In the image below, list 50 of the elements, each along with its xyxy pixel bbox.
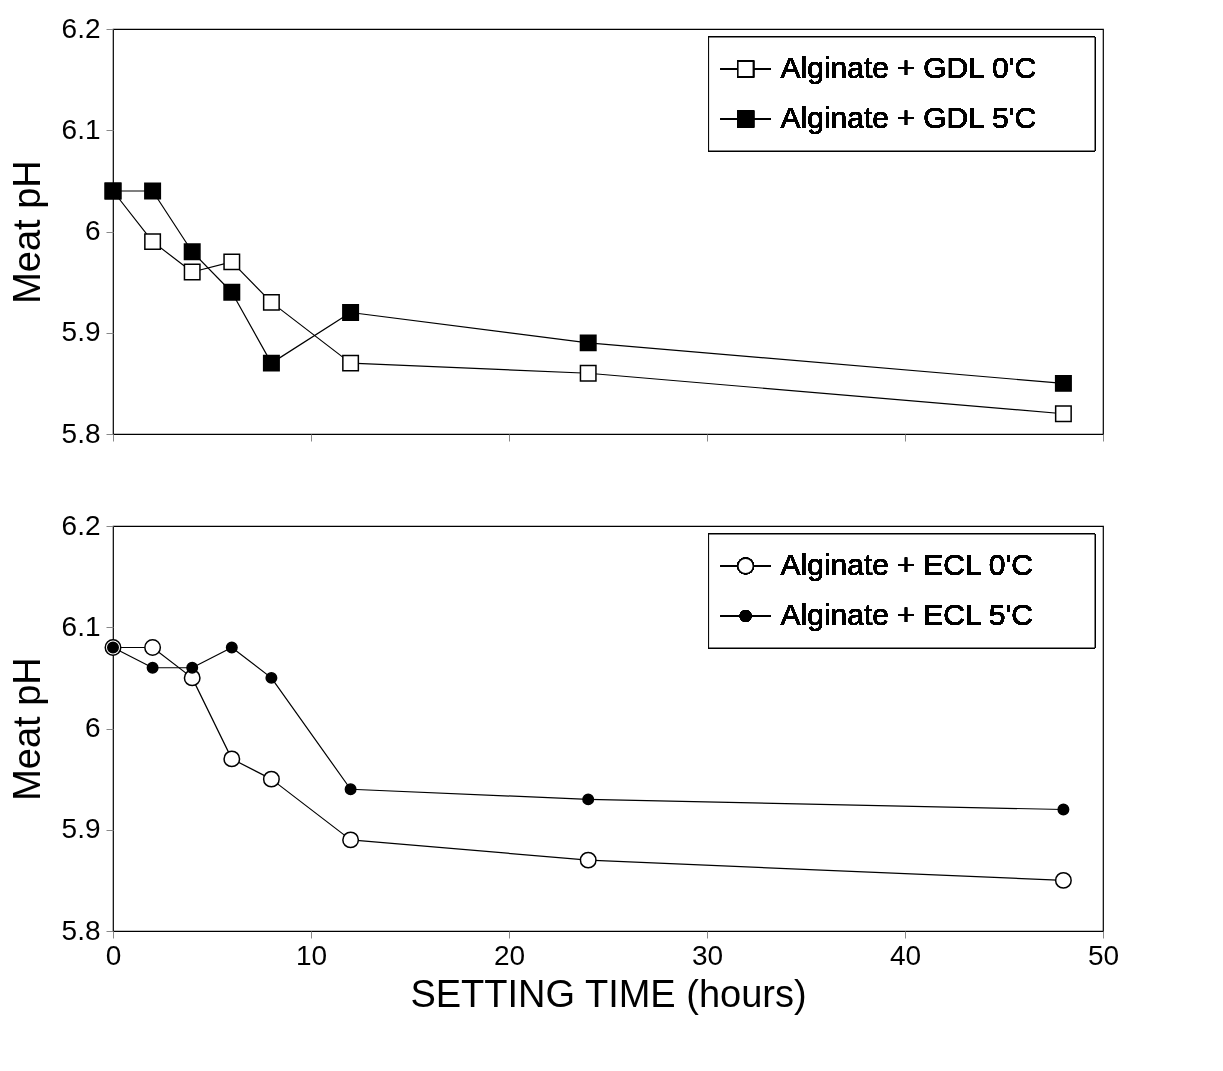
- point: [186, 661, 199, 674]
- point: [262, 293, 280, 311]
- x-tick-label: 0: [105, 939, 122, 971]
- point: [1057, 803, 1070, 816]
- y-tick-label: 5.8: [61, 417, 101, 449]
- point: [183, 263, 201, 281]
- point: [183, 243, 201, 261]
- point: [225, 641, 238, 654]
- point: [342, 831, 360, 849]
- point: [223, 750, 241, 768]
- legend-label: Alginate + ECL 0'C: [780, 548, 1033, 581]
- point: [342, 354, 360, 372]
- y-tick-label: 6.2: [61, 509, 101, 541]
- point: [144, 182, 162, 200]
- x-tick-label: 30: [691, 939, 724, 971]
- x-tick-label: 20: [493, 939, 526, 971]
- point: [579, 334, 597, 352]
- y-tick-label: 6.1: [61, 113, 101, 145]
- x-axis-title: SETTING TIME (hours): [410, 972, 807, 1015]
- point: [579, 364, 597, 382]
- y-tick-label: 6: [84, 215, 101, 246]
- point: [265, 671, 278, 684]
- point: [1054, 871, 1072, 889]
- x-tick-label: 40: [889, 939, 922, 971]
- y-tick-label: 5.9: [61, 316, 101, 348]
- point: [579, 851, 597, 869]
- y-tick-label: 6: [84, 712, 101, 743]
- point: [223, 283, 241, 301]
- point: [144, 233, 162, 251]
- point: [146, 661, 159, 674]
- point: [342, 304, 360, 321]
- y-axis-title: Meat pH: [5, 160, 48, 304]
- point: [262, 770, 280, 788]
- point: [1054, 374, 1072, 392]
- y-tick-label: 6.1: [61, 610, 101, 642]
- legend-label: Alginate + GDL 5'C: [780, 101, 1037, 134]
- point: [582, 793, 595, 806]
- point: [223, 253, 241, 271]
- y-axis-title: Meat pH: [5, 657, 48, 801]
- point: [344, 783, 357, 796]
- y-tick-label: 5.8: [61, 914, 101, 946]
- point: [144, 639, 162, 656]
- legend-label: Alginate + ECL 5'C: [780, 598, 1033, 631]
- legend-label: Alginate + GDL 0'C: [780, 51, 1037, 84]
- point: [262, 354, 280, 372]
- y-tick-label: 6.2: [61, 12, 101, 44]
- x-tick-label: 50: [1087, 939, 1120, 971]
- x-tick-label: 10: [295, 939, 328, 971]
- point: [1054, 405, 1072, 423]
- y-tick-label: 5.9: [61, 813, 101, 845]
